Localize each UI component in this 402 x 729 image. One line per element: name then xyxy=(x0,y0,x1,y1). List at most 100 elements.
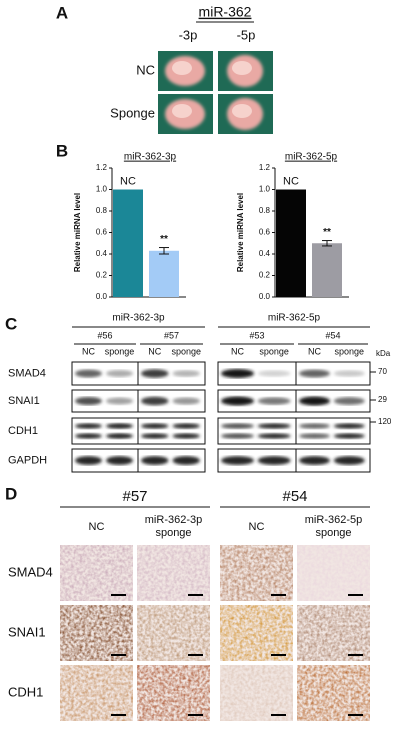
column-label: -5p xyxy=(237,27,256,42)
band xyxy=(257,370,291,377)
annotation: ** xyxy=(160,234,168,245)
lane-label: sponge xyxy=(171,346,201,356)
group-label: miR-362-5p xyxy=(268,313,321,324)
group-label: miR-362-3p xyxy=(112,313,165,324)
column-label: miR-362-3p xyxy=(145,514,202,526)
ihc-image xyxy=(220,545,293,601)
row-label: GAPDH xyxy=(8,454,47,466)
row-label: Sponge xyxy=(110,105,155,120)
column-label: -3p xyxy=(179,27,198,42)
chart-title: miR-362-3p xyxy=(124,152,177,163)
lane-label: NC xyxy=(148,346,161,356)
ihc-image xyxy=(220,665,293,721)
bar xyxy=(312,243,342,297)
band xyxy=(257,456,291,465)
y-tick-label: 1.2 xyxy=(96,163,108,172)
band xyxy=(172,423,200,429)
y-axis-label: Relative miRNA level xyxy=(73,193,82,272)
blot-frame xyxy=(217,361,371,386)
marker-label: 70 xyxy=(378,367,387,376)
y-tick-label: 0.4 xyxy=(259,249,271,258)
marker-label: 120 xyxy=(378,417,392,426)
lane-label: NC xyxy=(231,346,244,356)
band xyxy=(141,396,169,406)
lane-label: NC xyxy=(82,346,95,356)
panel-label: C xyxy=(5,314,17,333)
band xyxy=(75,396,102,406)
panel-label: B xyxy=(56,141,68,160)
band xyxy=(106,456,134,465)
y-tick-label: 0.8 xyxy=(96,206,108,215)
lane-label: sponge xyxy=(335,346,365,356)
band xyxy=(299,369,330,378)
y-tick-label: 0.2 xyxy=(96,271,108,280)
panel-label: A xyxy=(56,3,68,22)
band xyxy=(333,370,365,377)
sample-label: #54 xyxy=(282,488,307,505)
row-label: CDH1 xyxy=(8,684,43,699)
tumor-highlight xyxy=(172,104,192,118)
sample-label: #57 xyxy=(164,330,179,340)
row-label: SMAD4 xyxy=(8,564,53,579)
blot-frame xyxy=(217,389,371,413)
y-tick-label: 1.0 xyxy=(96,185,108,194)
y-tick-label: 1.2 xyxy=(259,163,271,172)
blot-frame xyxy=(217,417,371,445)
band xyxy=(172,433,200,439)
row-label: SMAD4 xyxy=(8,367,46,379)
band xyxy=(106,433,134,439)
band xyxy=(172,370,200,377)
band xyxy=(333,456,365,465)
ihc-image xyxy=(60,665,133,721)
band xyxy=(75,456,102,465)
bar xyxy=(113,189,143,297)
band xyxy=(221,433,254,439)
band xyxy=(141,433,169,439)
band xyxy=(75,433,102,439)
tumor-highlight xyxy=(172,61,192,75)
row-label: SNAI1 xyxy=(8,624,46,639)
column-label: sponge xyxy=(155,527,191,539)
band xyxy=(221,456,254,465)
band xyxy=(299,423,330,429)
band xyxy=(106,423,134,429)
band xyxy=(299,433,330,439)
band xyxy=(299,396,330,406)
ihc-image xyxy=(297,665,370,721)
ihc-image xyxy=(60,605,133,661)
row-label: NC xyxy=(136,62,155,77)
ihc-image xyxy=(60,545,133,601)
ihc-image xyxy=(137,665,210,721)
y-tick-label: 0.6 xyxy=(259,228,271,237)
annotation: NC xyxy=(283,175,299,187)
band xyxy=(172,456,200,465)
column-label: NC xyxy=(89,521,105,533)
band xyxy=(333,423,365,429)
panel-label: D xyxy=(5,484,17,503)
ihc-image xyxy=(297,605,370,661)
band xyxy=(75,423,102,429)
bar xyxy=(149,250,179,297)
band xyxy=(141,456,169,465)
error-bar xyxy=(322,240,332,247)
lane-label: NC xyxy=(308,346,321,356)
band xyxy=(106,397,134,405)
y-tick-label: 0.0 xyxy=(259,292,271,301)
ihc-image xyxy=(297,545,370,601)
column-label: miR-362-5p xyxy=(305,514,362,526)
band xyxy=(333,397,365,405)
ihc-image xyxy=(137,605,210,661)
lane-label: sponge xyxy=(259,346,289,356)
sample-label: #53 xyxy=(249,330,264,340)
band xyxy=(141,423,169,429)
annotation: NC xyxy=(120,175,136,187)
band xyxy=(257,397,291,405)
blot-frame xyxy=(217,448,371,473)
band xyxy=(257,433,291,439)
sample-label: #57 xyxy=(122,488,147,505)
band xyxy=(75,369,102,378)
y-tick-label: 1.0 xyxy=(259,185,271,194)
row-label: CDH1 xyxy=(8,425,38,437)
error-bar xyxy=(159,247,169,255)
